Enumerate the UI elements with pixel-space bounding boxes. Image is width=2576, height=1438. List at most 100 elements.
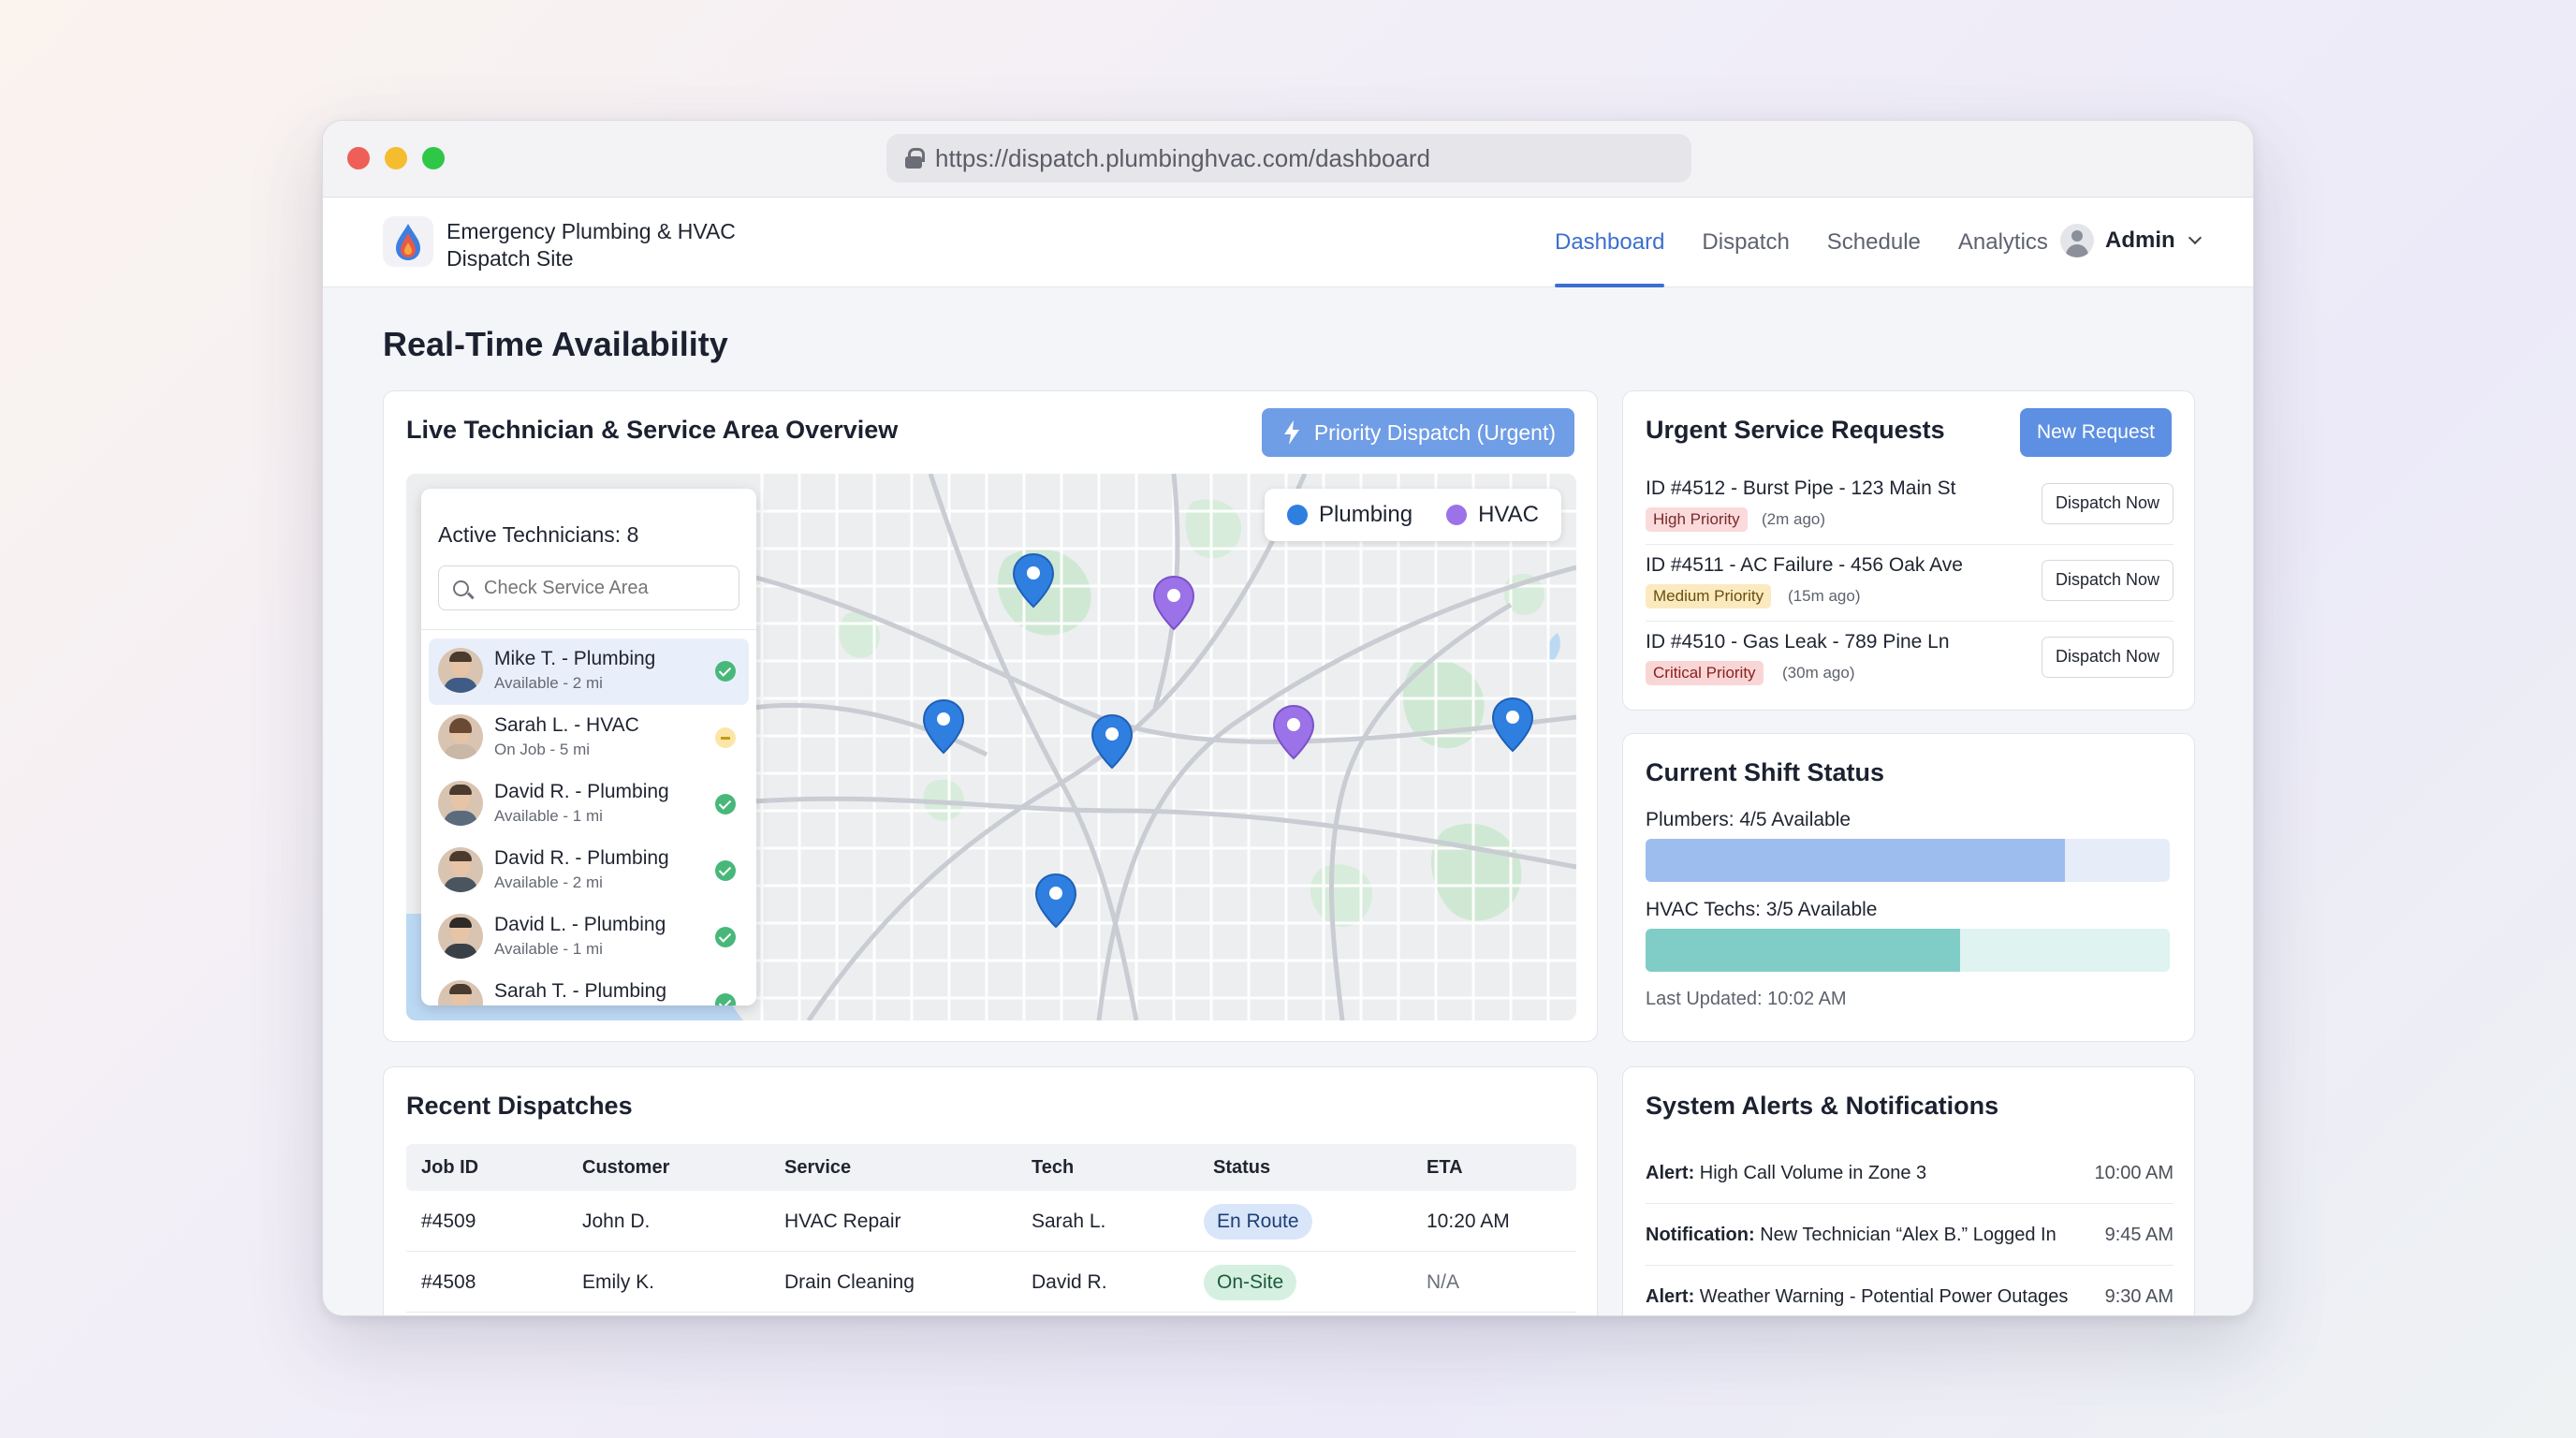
lightning-icon <box>1283 420 1299 445</box>
search-icon <box>453 580 469 596</box>
alert-time: 9:30 AM <box>2104 1286 2174 1307</box>
url-text: https://dispatch.plumbinghvac.com/dashbo… <box>935 143 1430 172</box>
technician-item[interactable]: Sarah L. - HVAC On Job - 5 mi <box>429 705 749 771</box>
new-request-button[interactable]: New Request <box>2019 408 2172 457</box>
minimize-window-button[interactable] <box>385 147 407 169</box>
recent-dispatches-card: Recent Dispatches Job ID Customer Servic… <box>383 1066 1598 1315</box>
nav-tab-schedule[interactable]: Schedule <box>1826 229 1921 255</box>
hvac-availability-bar <box>1646 929 2170 972</box>
table-row[interactable]: #4508 Emily K. Drain Cleaning David R. O… <box>406 1252 1576 1313</box>
priority-dispatch-label: Priority Dispatch (Urgent) <box>1313 420 1556 445</box>
shift-card-title: Current Shift Status <box>1646 758 1885 786</box>
user-avatar-icon <box>2060 224 2094 257</box>
site-logo[interactable] <box>383 216 433 267</box>
last-updated-text: Last Updated: 10:02 AM <box>1646 989 1847 1009</box>
maximize-window-button[interactable] <box>422 147 445 169</box>
technician-item[interactable]: David R. - Plumbing Available - 1 mi <box>429 771 749 838</box>
alert-row[interactable]: Notification: New Technician “Alex B.” L… <box>1646 1204 2174 1266</box>
status-badge: On-Site <box>1204 1265 1297 1300</box>
plumbing-pin-icon[interactable] <box>1011 552 1056 610</box>
alert-row[interactable]: Alert: High Call Volume in Zone 3 10:00 … <box>1646 1142 2174 1204</box>
alert-kind: Notification: <box>1646 1225 1755 1245</box>
column-header[interactable]: Customer <box>582 1157 670 1178</box>
lock-icon <box>905 148 925 169</box>
column-header[interactable]: Status <box>1213 1157 1271 1178</box>
alert-kind: Alert: <box>1646 1163 1695 1183</box>
technician-name: David R. - Plumbing <box>494 781 669 802</box>
alerts-card-title: System Alerts & Notifications <box>1646 1092 1999 1120</box>
urgent-requests-card: Urgent Service Requests New Request ID #… <box>1622 390 2195 711</box>
job-id-cell: #4508 <box>421 1271 476 1293</box>
check-circle-icon <box>715 661 736 682</box>
priority-dispatch-button[interactable]: Priority Dispatch (Urgent) <box>1261 408 1574 457</box>
map-card-title: Live Technician & Service Area Overview <box>406 416 899 444</box>
dispatch-now-button[interactable]: Dispatch Now <box>2041 560 2174 601</box>
hvac-pin-icon[interactable] <box>1271 704 1316 762</box>
alert-message: High Call Volume in Zone 3 <box>1699 1163 1927 1183</box>
column-header[interactable]: ETA <box>1427 1157 1463 1178</box>
request-age: (15m ago) <box>1788 587 1861 605</box>
close-window-button[interactable] <box>347 147 370 169</box>
tech-cell: Sarah L. <box>1032 1211 1106 1232</box>
request-row: ID #4512 - Burst Pipe - 123 Main St High… <box>1646 468 2174 545</box>
legend-item-hvac: HVAC <box>1446 502 1539 528</box>
technician-avatar <box>438 648 483 693</box>
plumbing-pin-icon[interactable] <box>1033 873 1078 931</box>
technician-item[interactable]: David R. - Plumbing Available - 2 mi <box>429 838 749 904</box>
nav-tab-dispatch[interactable]: Dispatch <box>1702 229 1790 255</box>
service-area-map[interactable]: Plumbing HVAC Active Technicians: 8 Mike… <box>406 474 1576 1020</box>
hvac-availability-label: HVAC Techs: 3/5 Available <box>1646 899 1878 920</box>
dispatch-now-button[interactable]: Dispatch Now <box>2041 637 2174 678</box>
plumbing-pin-icon[interactable] <box>1090 713 1134 771</box>
user-name: Admin <box>2105 227 2175 253</box>
hvac-pin-icon[interactable] <box>1151 575 1196 633</box>
browser-titlebar: https://dispatch.plumbinghvac.com/dashbo… <box>323 121 2253 198</box>
dispatches-card-title: Recent Dispatches <box>406 1092 633 1120</box>
job-id-cell: #4509 <box>421 1211 476 1232</box>
legend-label: Plumbing <box>1319 502 1413 527</box>
service-cell: Drain Cleaning <box>784 1271 915 1293</box>
nav-tab-dashboard[interactable]: Dashboard <box>1536 198 1683 287</box>
shift-status-card: Current Shift Status Plumbers: 4/5 Avail… <box>1622 733 2195 1042</box>
technician-item[interactable]: Mike T. - Plumbing Available - 2 mi <box>429 638 749 705</box>
technician-avatar <box>438 714 483 759</box>
check-circle-icon <box>715 794 736 814</box>
technician-avatar <box>438 914 483 959</box>
alert-text: Notification: New Technician “Alex B.” L… <box>1646 1204 2056 1266</box>
plumbing-pin-icon[interactable] <box>921 698 966 756</box>
technician-status: Available - 1 mi <box>494 940 603 958</box>
service-area-search-input[interactable] <box>438 565 739 610</box>
technician-avatar <box>438 781 483 826</box>
alert-kind: Alert: <box>1646 1286 1695 1307</box>
technician-item[interactable]: David L. - Plumbing Available - 1 mi <box>429 904 749 971</box>
nav-tab-analytics[interactable]: Analytics <box>1957 229 2048 255</box>
plumbing-pin-icon[interactable] <box>1490 697 1535 755</box>
column-header[interactable]: Job ID <box>421 1157 479 1178</box>
column-header[interactable]: Tech <box>1032 1157 1075 1178</box>
alert-row[interactable]: Alert: Weather Warning - Potential Power… <box>1646 1266 2174 1315</box>
urgent-card-title: Urgent Service Requests <box>1646 416 1945 444</box>
tech-cell: David R. <box>1032 1271 1107 1293</box>
map-legend: Plumbing HVAC <box>1265 489 1561 541</box>
eta-cell: 10:20 AM <box>1427 1211 1510 1232</box>
user-menu[interactable]: Admin <box>2060 224 2202 257</box>
active-technicians-count: Active Technicians: 8 <box>438 522 639 547</box>
address-bar[interactable]: https://dispatch.plumbinghvac.com/dashbo… <box>886 134 1691 183</box>
request-age: (2m ago) <box>1762 510 1826 528</box>
request-age: (30m ago) <box>1782 664 1855 682</box>
technician-panel: Active Technicians: 8 Mike T. - Plumbing… <box>421 489 756 1005</box>
priority-badge: Critical Priority <box>1646 661 1764 685</box>
customer-cell: John D. <box>582 1211 651 1232</box>
table-row[interactable]: #4509 John D. HVAC Repair Sarah L. En Ro… <box>406 1191 1576 1252</box>
technician-item[interactable]: Sarah T. - Plumbing <box>429 971 749 1005</box>
technician-name: Sarah L. - HVAC <box>494 714 639 736</box>
request-title: ID #4511 - AC Failure - 456 Oak Ave <box>1646 554 1963 576</box>
plumbers-availability-label: Plumbers: 4/5 Available <box>1646 809 1852 830</box>
technician-name: David L. - Plumbing <box>494 914 666 935</box>
map-overview-card: Live Technician & Service Area Overview … <box>383 390 1598 1042</box>
dispatch-now-button[interactable]: Dispatch Now <box>2041 483 2174 524</box>
technician-name: David R. - Plumbing <box>494 847 669 869</box>
table-header: Job ID Customer Service Tech Status ETA <box>406 1144 1576 1191</box>
column-header[interactable]: Service <box>784 1157 852 1178</box>
legend-label: HVAC <box>1478 502 1539 527</box>
